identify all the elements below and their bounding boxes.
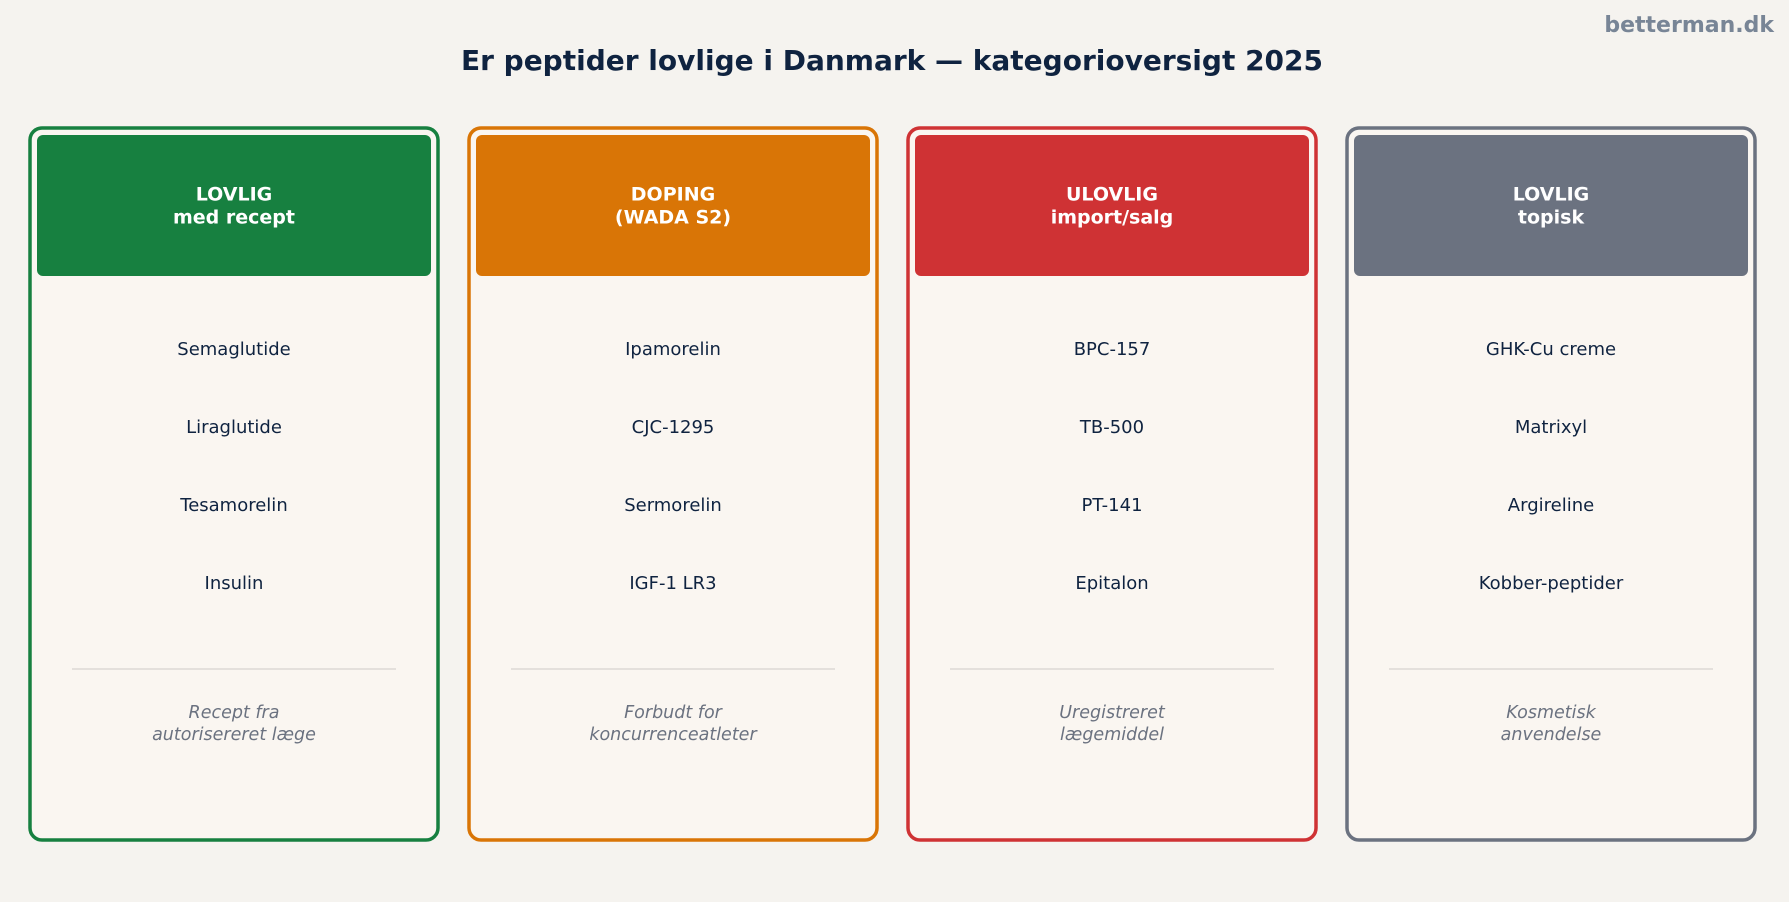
- card-title: (WADA S2): [615, 207, 731, 229]
- card-title: LOVLIG: [1513, 184, 1590, 206]
- card-title: import/salg: [1051, 207, 1174, 229]
- card-item: Liraglutide: [186, 417, 282, 438]
- card-item: Kobber-peptider: [1479, 573, 1624, 594]
- card-note: Forbudt for: [624, 703, 724, 723]
- title: Er peptider lovlige i Danmark — kategori…: [461, 44, 1323, 77]
- card-item: Epitalon: [1075, 573, 1148, 594]
- card-note: Uregistreret: [1059, 703, 1166, 723]
- card: [467, 126, 879, 842]
- card-title: LOVLIG: [196, 184, 273, 206]
- card-title: topisk: [1518, 207, 1585, 229]
- card-title: DOPING: [631, 184, 715, 206]
- card-item: Insulin: [205, 573, 264, 594]
- card-item: TB-500: [1079, 417, 1144, 438]
- card-note: autorisereret læge: [152, 725, 316, 745]
- card-header: [476, 135, 870, 276]
- card: [1345, 126, 1757, 842]
- card-item: PT-141: [1081, 495, 1142, 516]
- card-title: ULOVLIG: [1066, 184, 1158, 206]
- card-item: Argireline: [1508, 495, 1594, 516]
- card-item: Semaglutide: [177, 339, 290, 360]
- card-item: BPC-157: [1074, 339, 1151, 360]
- card-note: Kosmetisk: [1506, 703, 1596, 723]
- card-item: Matrixyl: [1515, 417, 1587, 438]
- card-item: Sermorelin: [624, 495, 722, 516]
- card-item: CJC-1295: [632, 417, 715, 438]
- card-header: [1354, 135, 1748, 276]
- card-header: [37, 135, 431, 276]
- card-item: IGF-1 LR3: [629, 573, 716, 594]
- card-item: Tesamorelin: [179, 495, 287, 516]
- card-title: med recept: [173, 207, 295, 229]
- watermark: betterman.dk: [1604, 13, 1775, 38]
- card-note: Recept fra: [189, 703, 280, 723]
- card: [906, 126, 1318, 842]
- card: [28, 126, 440, 842]
- card-note: anvendelse: [1501, 725, 1602, 745]
- card-note: koncurrenceatleter: [589, 725, 758, 745]
- card-item: GHK-Cu creme: [1486, 339, 1616, 360]
- card-header: [915, 135, 1309, 276]
- card-item: Ipamorelin: [625, 339, 721, 360]
- card-note: lægemiddel: [1060, 725, 1164, 745]
